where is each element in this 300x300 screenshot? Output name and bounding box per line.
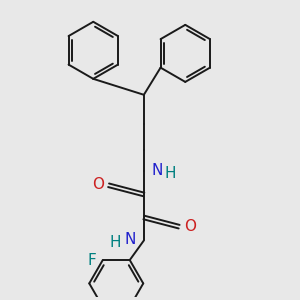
Text: F: F (87, 253, 96, 268)
Text: O: O (92, 177, 104, 192)
Text: O: O (184, 219, 196, 234)
Text: H: H (165, 166, 176, 181)
Text: H: H (110, 235, 121, 250)
Text: N: N (125, 232, 136, 247)
Text: N: N (152, 163, 163, 178)
